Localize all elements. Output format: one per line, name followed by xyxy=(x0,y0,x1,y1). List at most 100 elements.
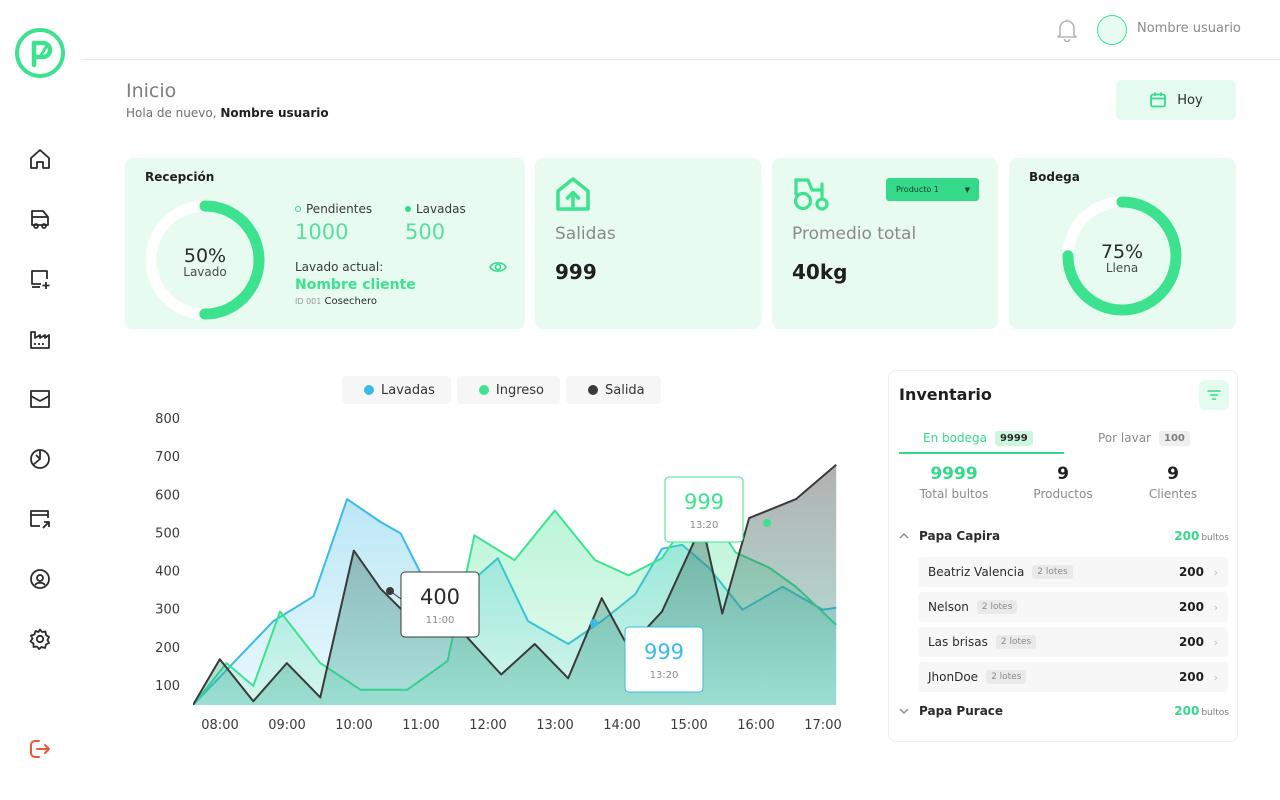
sidebar xyxy=(0,0,80,800)
recepcion-title: Recepción xyxy=(145,170,215,184)
tab-por-lavar-label: Por lavar xyxy=(1098,431,1151,445)
client-role: Cosechero xyxy=(324,296,377,307)
list-item-name: Las brisas xyxy=(928,635,988,649)
greeting-prefix: Hola de nuevo, xyxy=(126,106,217,120)
tab-por-lavar-badge: 100 xyxy=(1158,430,1190,446)
bell-icon[interactable] xyxy=(1056,18,1078,42)
product-select-value: Producto 1 xyxy=(896,185,939,194)
x-tick-label: 13:00 xyxy=(536,718,573,733)
bodega-donut-progress xyxy=(1062,196,1182,316)
truck-icon[interactable] xyxy=(27,206,53,232)
y-tick-label: 700 xyxy=(155,450,180,465)
pendientes-value: 1000 xyxy=(295,220,349,244)
salidas-value: 999 xyxy=(555,260,597,284)
salidas-card: Salidas 999 xyxy=(535,158,761,329)
x-tick-label: 16:00 xyxy=(737,718,774,733)
group-papa-capira-count-value: 200 xyxy=(1174,529,1200,543)
logo-icon xyxy=(15,28,65,78)
y-tick-label: 100 xyxy=(155,679,180,694)
list-item-value: 200 xyxy=(1178,600,1204,614)
lavadas-marker xyxy=(590,619,598,627)
list-item-lotes: 2 lotes xyxy=(995,635,1037,649)
list-item[interactable]: Las brisas 2 lotes 200 › xyxy=(918,627,1228,657)
chart-markers xyxy=(386,519,771,627)
warehouse-icon[interactable] xyxy=(27,386,53,412)
metric-total-bultos-value: 9999 xyxy=(930,464,978,484)
recepcion-donut xyxy=(145,200,265,320)
bodega-donut-sub: Llena xyxy=(1105,261,1139,275)
group-papa-purace[interactable]: Papa Purace 200 bultos xyxy=(899,698,1229,724)
group-papa-purace-unit: bultos xyxy=(1201,708,1229,718)
lavadas-text: Lavadas xyxy=(416,202,466,216)
legend-lavadas-label: Lavadas xyxy=(381,382,435,398)
series-line-salida xyxy=(193,464,837,705)
client-id: ID 001 xyxy=(295,297,322,306)
logout-icon[interactable] xyxy=(27,736,53,762)
filter-button[interactable] xyxy=(1199,380,1229,410)
pie-chart-icon[interactable] xyxy=(27,446,53,472)
list-item[interactable]: Beatriz Valencia 2 lotes 200 › xyxy=(918,557,1228,587)
metric-clientes: 9 Clientes xyxy=(1118,463,1228,503)
bodega-card: Bodega 75% Llena xyxy=(1009,158,1236,329)
chevron-right-icon: › xyxy=(1213,565,1218,579)
y-tick-label: 800 xyxy=(155,412,180,427)
eye-icon[interactable] xyxy=(489,260,507,274)
tab-en-bodega-label: En bodega xyxy=(923,431,987,445)
y-tick-label: 400 xyxy=(155,565,180,580)
chart-legend: Lavadas Ingreso Salida xyxy=(342,376,661,404)
list-item-value: 200 xyxy=(1178,565,1204,579)
x-tick-label: 11:00 xyxy=(402,718,439,733)
user-name[interactable]: Nombre usuario xyxy=(1137,21,1241,36)
metric-productos: 9 Productos xyxy=(1008,463,1118,503)
y-tick-label: 500 xyxy=(155,526,180,541)
chart-callout-value: 400 xyxy=(420,585,460,609)
chart-callout: 999 13:20 xyxy=(664,476,744,543)
client-name[interactable]: Nombre cliente xyxy=(295,277,416,293)
legend-ingreso-dot xyxy=(478,385,489,395)
home-icon[interactable] xyxy=(27,146,53,172)
pendientes-label: Pendientes xyxy=(295,202,372,216)
metric-clientes-value: 9 xyxy=(1167,464,1179,484)
list-item-lotes: 2 lotes xyxy=(986,670,1027,684)
metric-total-bultos-label: Total bultos xyxy=(919,487,989,501)
list-item[interactable]: JhonDoe 2 lotes 200 › xyxy=(918,662,1228,692)
legend-lavadas[interactable]: Lavadas xyxy=(342,376,451,404)
y-tick-label: 200 xyxy=(155,641,180,656)
chart-callout-time: 13:20 xyxy=(690,520,719,531)
user-circle-icon[interactable] xyxy=(27,566,53,592)
group-papa-capira[interactable]: Papa Capira 200 bultos xyxy=(899,523,1229,549)
tab-en-bodega[interactable]: En bodega 9999 xyxy=(923,423,1033,453)
list-item-lotes: 2 lotes xyxy=(1032,565,1073,579)
lavadas-label: Lavadas xyxy=(405,202,466,216)
recepcion-donut-pct: 50% xyxy=(183,245,227,267)
chart-callout: 400 11:00 xyxy=(400,571,480,638)
metric-productos-label: Productos xyxy=(1033,487,1093,501)
salidas-label: Salidas xyxy=(555,224,616,244)
metric-productos-value: 9 xyxy=(1057,464,1069,484)
x-tick-label: 17:00 xyxy=(804,718,841,733)
lavadas-dot xyxy=(405,206,411,212)
external-screen-icon[interactable] xyxy=(27,506,53,532)
y-tick-label: 600 xyxy=(155,488,180,503)
list-item-lotes: 2 lotes xyxy=(976,600,1018,614)
factory-icon[interactable] xyxy=(27,326,53,352)
group-papa-purace-name: Papa Purace xyxy=(919,704,1004,718)
filter-icon xyxy=(1207,390,1221,400)
chart-callout-value: 999 xyxy=(684,490,724,514)
bodega-title: Bodega xyxy=(1029,170,1080,184)
legend-ingreso-label: Ingreso xyxy=(495,382,544,398)
promedio-label: Promedio total xyxy=(792,224,917,244)
settings-icon[interactable] xyxy=(27,626,53,652)
product-select[interactable]: Producto 1 ▼ xyxy=(886,178,979,201)
tab-por-lavar[interactable]: Por lavar 100 xyxy=(1098,423,1190,453)
date-filter-button[interactable]: Hoy xyxy=(1116,80,1236,120)
page-title: Inicio xyxy=(126,80,177,102)
legend-ingreso[interactable]: Ingreso xyxy=(456,376,560,404)
group-papa-capira-unit: bultos xyxy=(1201,533,1229,543)
list-item[interactable]: Nelson 2 lotes 200 › xyxy=(918,592,1228,622)
list-item-name: Nelson xyxy=(928,600,969,614)
avatar[interactable] xyxy=(1097,15,1127,45)
legend-salida[interactable]: Salida xyxy=(565,376,661,404)
chevron-up-icon xyxy=(899,533,909,539)
add-screen-icon[interactable] xyxy=(27,266,53,292)
